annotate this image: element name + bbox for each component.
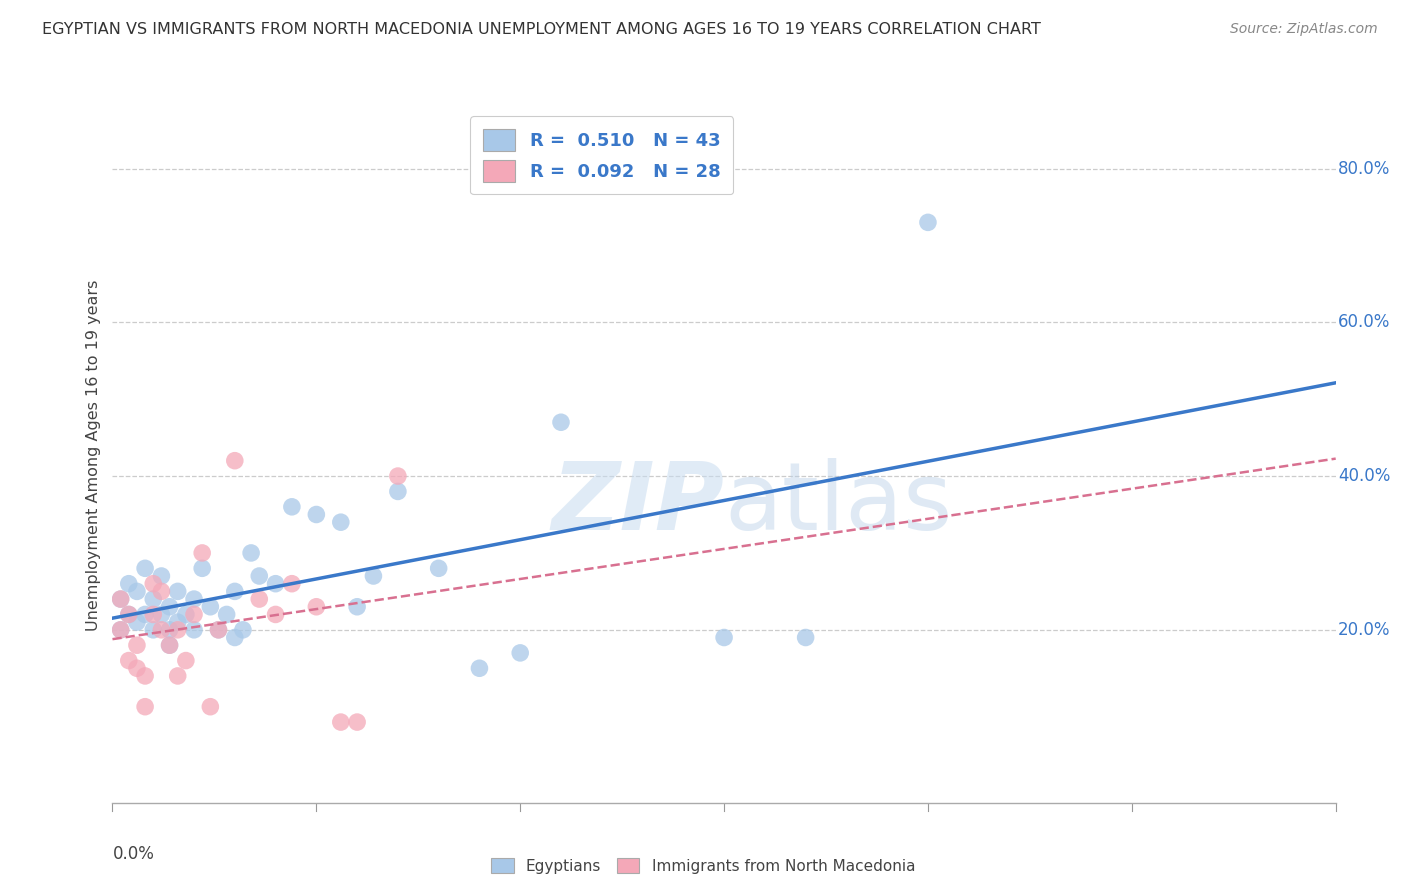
- Point: [200, 599, 222, 614]
- Point: [224, 453, 246, 467]
- Point: [142, 592, 165, 607]
- Point: [159, 638, 181, 652]
- Point: [363, 569, 385, 583]
- Point: [224, 631, 246, 645]
- Point: [110, 592, 132, 607]
- Point: [247, 569, 270, 583]
- Point: [232, 623, 254, 637]
- Point: [110, 623, 132, 637]
- Y-axis label: Unemployment Among Ages 16 to 19 years: Unemployment Among Ages 16 to 19 years: [86, 279, 101, 631]
- Point: [305, 508, 328, 522]
- Text: 20.0%: 20.0%: [1339, 621, 1391, 639]
- Point: [159, 638, 181, 652]
- Point: [142, 607, 165, 622]
- Point: [305, 599, 328, 614]
- Point: [142, 623, 165, 637]
- Point: [387, 484, 409, 499]
- Point: [174, 607, 197, 622]
- Point: [183, 623, 205, 637]
- Point: [125, 638, 148, 652]
- Point: [247, 592, 270, 607]
- Point: [166, 584, 188, 599]
- Point: [150, 623, 173, 637]
- Point: [134, 561, 156, 575]
- Text: ZIP: ZIP: [551, 458, 724, 549]
- Point: [713, 631, 735, 645]
- Point: [142, 576, 165, 591]
- Point: [200, 699, 222, 714]
- Point: [134, 699, 156, 714]
- Point: [174, 654, 197, 668]
- Point: [166, 615, 188, 629]
- Point: [150, 607, 173, 622]
- Point: [281, 500, 304, 514]
- Point: [917, 215, 939, 229]
- Point: [550, 415, 572, 429]
- Text: Source: ZipAtlas.com: Source: ZipAtlas.com: [1230, 22, 1378, 37]
- Point: [224, 584, 246, 599]
- Point: [509, 646, 531, 660]
- Point: [207, 623, 229, 637]
- Point: [329, 715, 352, 730]
- Point: [118, 576, 141, 591]
- Text: 80.0%: 80.0%: [1339, 160, 1391, 178]
- Text: 40.0%: 40.0%: [1339, 467, 1391, 485]
- Legend: Egyptians, Immigrants from North Macedonia: Egyptians, Immigrants from North Macedon…: [485, 852, 921, 880]
- Point: [264, 607, 287, 622]
- Point: [118, 607, 141, 622]
- Point: [215, 607, 238, 622]
- Point: [468, 661, 491, 675]
- Point: [191, 561, 214, 575]
- Point: [329, 515, 352, 529]
- Text: 60.0%: 60.0%: [1339, 313, 1391, 331]
- Point: [183, 592, 205, 607]
- Point: [794, 631, 817, 645]
- Point: [134, 669, 156, 683]
- Text: atlas: atlas: [724, 458, 952, 549]
- Point: [264, 576, 287, 591]
- Point: [110, 592, 132, 607]
- Point: [166, 669, 188, 683]
- Point: [150, 584, 173, 599]
- Text: 0.0%: 0.0%: [112, 845, 155, 863]
- Point: [191, 546, 214, 560]
- Point: [240, 546, 263, 560]
- Point: [346, 599, 368, 614]
- Point: [183, 607, 205, 622]
- Point: [281, 576, 304, 591]
- Point: [387, 469, 409, 483]
- Text: EGYPTIAN VS IMMIGRANTS FROM NORTH MACEDONIA UNEMPLOYMENT AMONG AGES 16 TO 19 YEA: EGYPTIAN VS IMMIGRANTS FROM NORTH MACEDO…: [42, 22, 1040, 37]
- Point: [207, 623, 229, 637]
- Point: [118, 607, 141, 622]
- Point: [159, 599, 181, 614]
- Point: [118, 654, 141, 668]
- Point: [125, 615, 148, 629]
- Point: [159, 623, 181, 637]
- Point: [150, 569, 173, 583]
- Point: [346, 715, 368, 730]
- Point: [134, 607, 156, 622]
- Point: [125, 584, 148, 599]
- Legend: R =  0.510   N = 43, R =  0.092   N = 28: R = 0.510 N = 43, R = 0.092 N = 28: [470, 116, 734, 194]
- Point: [166, 623, 188, 637]
- Point: [427, 561, 450, 575]
- Point: [110, 623, 132, 637]
- Point: [125, 661, 148, 675]
